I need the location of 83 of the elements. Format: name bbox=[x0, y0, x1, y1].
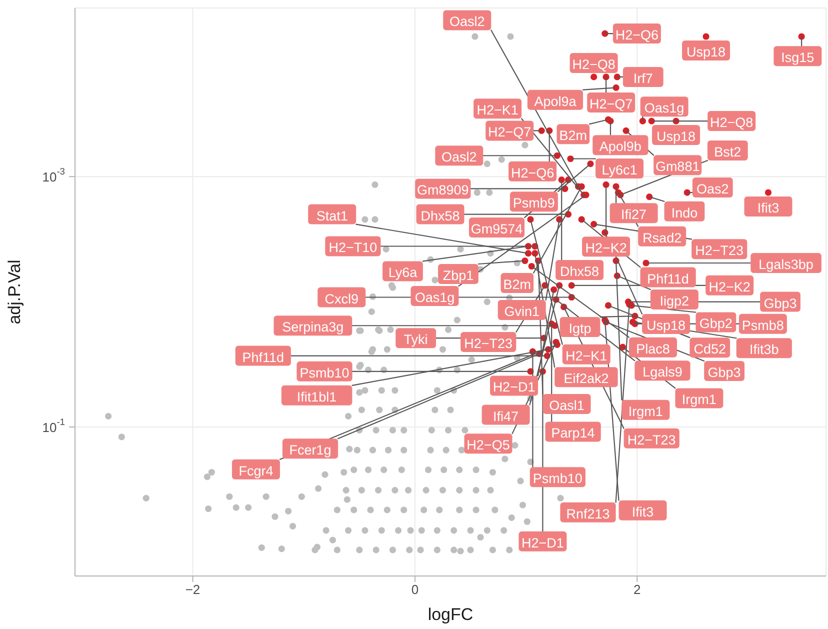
annotation: Indo bbox=[671, 204, 698, 220]
annotation: H2−Q8 bbox=[710, 114, 754, 130]
x-tick-label: −2 bbox=[185, 582, 200, 597]
annotation: H2−K1 bbox=[476, 102, 518, 118]
annotation: Serpina3g bbox=[282, 319, 344, 334]
annotation: Cxcl9 bbox=[324, 290, 358, 306]
annotation: Phf11d bbox=[647, 270, 689, 286]
annotation: Usp18 bbox=[656, 128, 696, 144]
annotation: Plac8 bbox=[636, 340, 670, 356]
annotation: H2−D1 bbox=[522, 534, 564, 550]
annotation: H2−T23 bbox=[695, 242, 744, 258]
y-tick-label: 10$^{-3}$ bbox=[42, 166, 65, 184]
annotation: Oasl2 bbox=[450, 14, 485, 29]
annotation: Parp14 bbox=[551, 425, 596, 440]
annotation: Iigp2 bbox=[660, 293, 690, 308]
annotation: Igtp bbox=[568, 320, 592, 336]
annotation: Tyki bbox=[404, 332, 428, 347]
annotation: H2−T23 bbox=[627, 432, 676, 447]
annotation: Psmb8 bbox=[742, 317, 784, 332]
annotation: H2−T10 bbox=[328, 240, 378, 255]
annotation: Gbp3 bbox=[764, 295, 797, 310]
annotation: Gbp3 bbox=[708, 364, 741, 380]
annotation: Apol9b bbox=[599, 138, 642, 154]
annotation: Zbp1 bbox=[442, 268, 474, 283]
y-tick-label: 10$^{-1}$ bbox=[42, 416, 65, 434]
annotation: Isg15 bbox=[781, 50, 814, 65]
annotation: Irgm1 bbox=[682, 392, 716, 407]
annotation: H2−Q5 bbox=[466, 437, 510, 452]
annotation: Ly6c1 bbox=[602, 162, 638, 177]
annotation: Fcer1g bbox=[289, 442, 332, 458]
annotation: Lgals9 bbox=[642, 364, 682, 380]
annotation: Oasl1 bbox=[549, 397, 584, 412]
annotation: Oas1g bbox=[414, 290, 455, 305]
annotation: Oas2 bbox=[696, 180, 729, 196]
annotation: Gvin1 bbox=[504, 304, 540, 319]
annotation: Ly6a bbox=[388, 264, 418, 280]
annotation: B2m bbox=[559, 128, 588, 143]
annotation: H2−Q6 bbox=[510, 164, 554, 180]
annotation: Usp18 bbox=[646, 318, 686, 333]
annotation: Gbp2 bbox=[699, 316, 732, 331]
annotation: Irf7 bbox=[633, 70, 653, 86]
annotation: Eif2ak2 bbox=[564, 370, 609, 386]
annotation: Apol9a bbox=[534, 93, 577, 108]
annotation: Phf11d bbox=[242, 349, 284, 364]
annotation: Rsad2 bbox=[642, 230, 682, 245]
annotation: H2−K2 bbox=[708, 278, 750, 294]
annotation: Lgals3bp bbox=[758, 256, 814, 272]
annotation: H2−Q7 bbox=[488, 124, 532, 140]
annotation: Irgm1 bbox=[628, 403, 663, 418]
annotation: Ifit3 bbox=[632, 504, 654, 519]
annotation: Dhx58 bbox=[420, 208, 460, 223]
annotation: Usp18 bbox=[686, 44, 726, 59]
annotation: B2m bbox=[503, 276, 532, 292]
x-tick-label: 2 bbox=[634, 582, 641, 597]
annotation: Psmb9 bbox=[512, 195, 555, 210]
annotation: Oasl2 bbox=[442, 149, 477, 164]
annotation: Gm8909 bbox=[417, 182, 469, 198]
annotation: Gm881 bbox=[655, 158, 700, 174]
annotation: Fcgr4 bbox=[238, 462, 274, 478]
annotation: H2−Q8 bbox=[572, 56, 616, 72]
annotation: H2−Q6 bbox=[615, 27, 658, 42]
x-axis-title: logFC bbox=[428, 605, 474, 624]
annotation: Rnf213 bbox=[566, 506, 610, 521]
annotation: Oas1g bbox=[644, 100, 684, 116]
annotation: H2−T23 bbox=[464, 335, 513, 350]
annotation: Psmb10 bbox=[300, 364, 350, 380]
annotation: Dhx58 bbox=[560, 264, 600, 279]
y-axis-title: adj.P.Val bbox=[5, 260, 24, 324]
annotation: Ifit3b bbox=[749, 342, 779, 357]
annotation: Ifit3 bbox=[757, 200, 780, 216]
annotation: Cd52 bbox=[694, 341, 726, 356]
annotation: Ifi27 bbox=[621, 206, 647, 222]
annotation: Ifi47 bbox=[493, 408, 519, 424]
annotation: H2−K1 bbox=[566, 348, 608, 363]
annotation: H2−D1 bbox=[492, 379, 536, 394]
annotation: H2−Q7 bbox=[590, 96, 633, 111]
x-tick-label: 0 bbox=[411, 582, 419, 597]
annotation: Bst2 bbox=[714, 144, 742, 160]
annotation: Gm9574 bbox=[470, 221, 524, 236]
annotation: Stat1 bbox=[316, 208, 348, 223]
annotation: H2−K2 bbox=[585, 240, 627, 256]
annotation: Psmb10 bbox=[532, 470, 582, 486]
annotation: Ifit1bl1 bbox=[296, 388, 337, 404]
